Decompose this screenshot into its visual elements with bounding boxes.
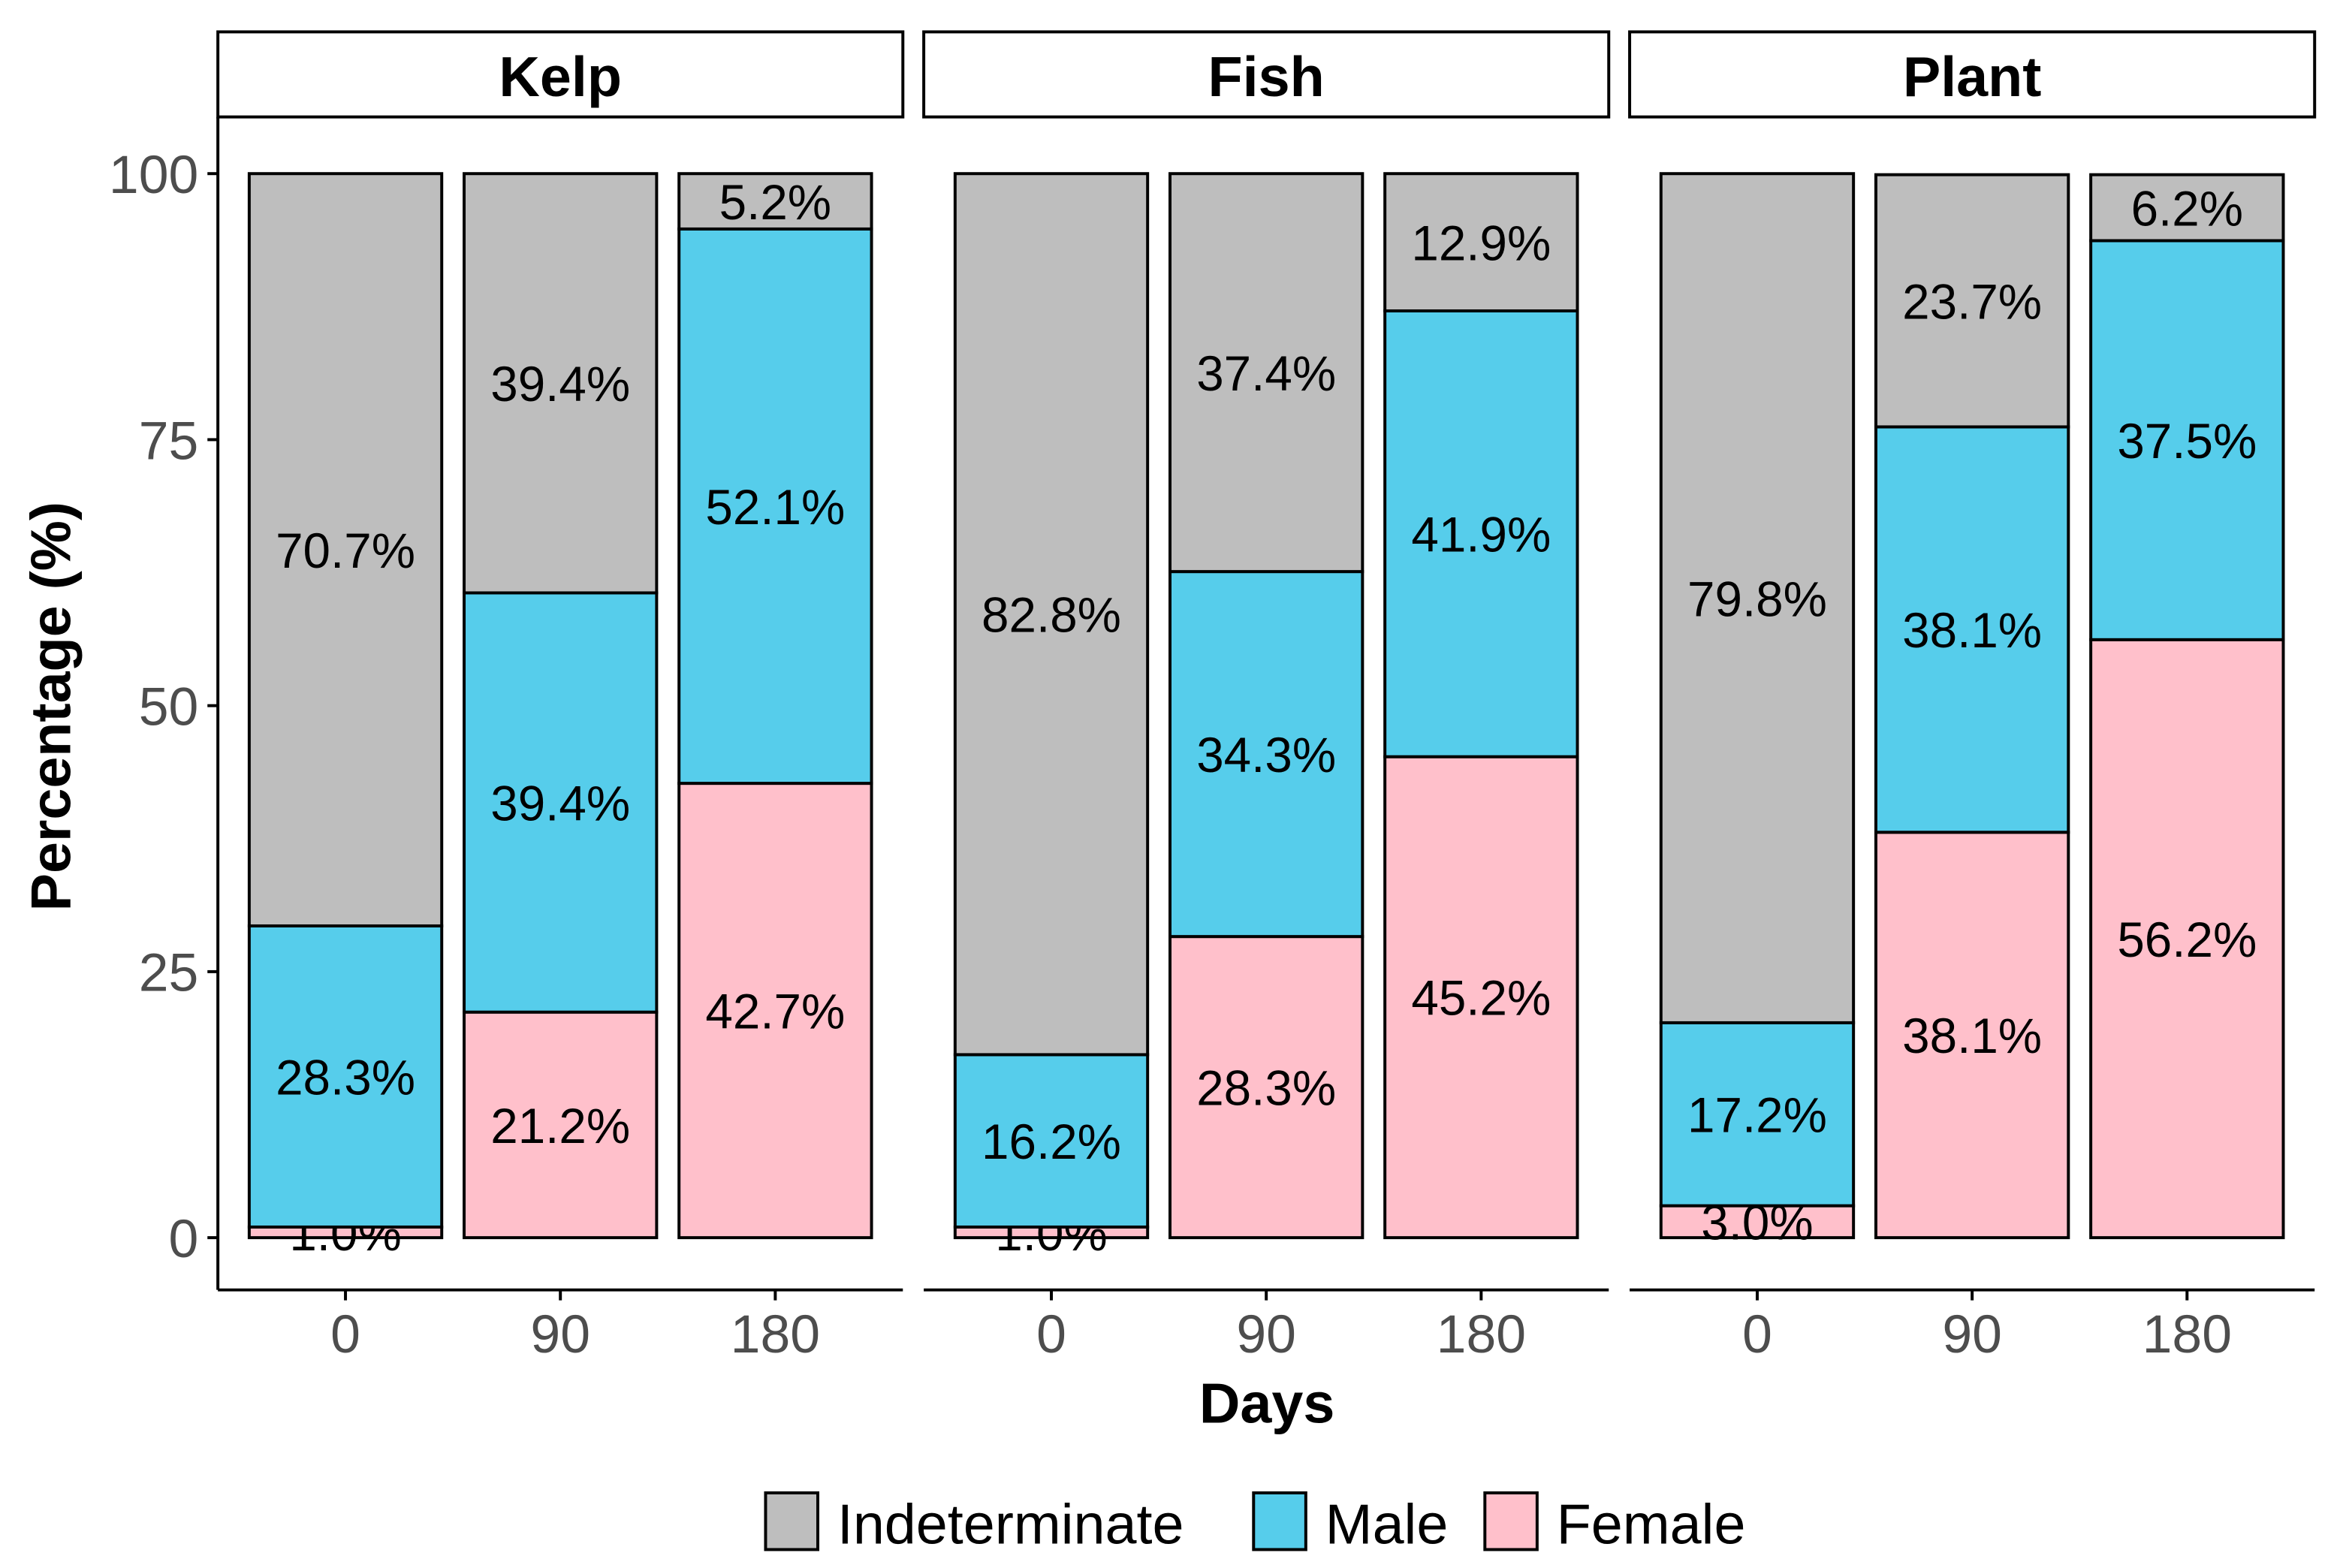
bar-segment-male <box>677 227 873 786</box>
bar-segment-female <box>2089 638 2285 1240</box>
data-label: 37.5% <box>2117 414 2257 469</box>
bar-segment-indeterminate <box>1168 172 1364 574</box>
facet-panel-kelp: Kelp1.0%28.3%70.7%021.2%39.4%39.4%9042.7… <box>216 30 905 1364</box>
bar-segment-male <box>463 591 659 1014</box>
legend: Indeterminate Male Female <box>764 1491 1746 1557</box>
data-label: 21.2% <box>490 1099 630 1153</box>
data-label: 41.9% <box>1411 508 1551 562</box>
bar-segment-female <box>1874 831 2070 1240</box>
data-label: 28.3% <box>1196 1060 1336 1115</box>
x-tick-label: 0 <box>1742 1304 1772 1364</box>
y-tick-label: 25 <box>139 943 199 1003</box>
facet-panel-fish: Fish1.0%16.2%82.8%028.3%34.3%37.4%9045.2… <box>922 30 1611 1364</box>
legend-item-indeterminate: Indeterminate <box>764 1491 1184 1557</box>
x-tick-label: 0 <box>1036 1304 1066 1364</box>
data-label: 38.1% <box>1902 603 2042 658</box>
data-label: 79.8% <box>1687 571 1827 626</box>
data-label: 34.3% <box>1196 728 1336 782</box>
facet-strip <box>1628 30 2317 119</box>
y-tick-label: 0 <box>169 1209 199 1269</box>
x-axis-title: Days <box>1199 1373 1335 1436</box>
legend-label: Male <box>1325 1494 1449 1557</box>
bar-segment-male <box>1874 425 2070 834</box>
bar-segment-male <box>1168 570 1364 939</box>
bar-segment-indeterminate <box>953 172 1150 1057</box>
y-tick-label: 50 <box>139 677 199 737</box>
y-tick-label: 100 <box>109 145 198 205</box>
bar-segment-indeterminate <box>1659 172 1856 1024</box>
facet-strip-label: Fish <box>1208 46 1325 109</box>
bar-segment-indeterminate <box>463 172 659 595</box>
data-label: 28.3% <box>276 1050 415 1105</box>
bar-segment-male <box>1659 1021 1856 1208</box>
data-label: 23.7% <box>1902 274 2042 329</box>
x-tick-label: 90 <box>530 1304 590 1364</box>
bar-segment-indeterminate <box>1874 173 2070 429</box>
bar-segment-male <box>1383 309 1579 758</box>
x-tick-label: 180 <box>2142 1304 2232 1364</box>
data-label: 5.2% <box>719 175 831 230</box>
bar-segment-indeterminate <box>1383 172 1579 312</box>
bar-segment-indeterminate <box>2089 173 2285 243</box>
bar-segment-female <box>1168 935 1364 1240</box>
y-tick-label: 75 <box>139 411 199 471</box>
data-label: 6.2% <box>2131 181 2243 236</box>
facet-strip-label: Kelp <box>499 46 622 109</box>
data-label: 38.1% <box>1902 1009 2042 1063</box>
facet-panel-plant: Plant3.0%17.2%79.8%038.1%38.1%23.7%9056.… <box>1628 30 2317 1364</box>
legend-item-male: Male <box>1252 1491 1449 1557</box>
bar-segment-female <box>463 1010 659 1240</box>
legend-label: Indeterminate <box>837 1494 1184 1557</box>
data-label: 56.2% <box>2117 912 2257 967</box>
bar-segment-female <box>1383 755 1579 1240</box>
legend-swatch <box>764 1491 819 1551</box>
x-tick-label: 90 <box>1942 1304 2002 1364</box>
legend-item-female: Female <box>1483 1491 1746 1557</box>
facet-strip-label: Plant <box>1903 46 2042 109</box>
x-tick-label: 90 <box>1236 1304 1296 1364</box>
bar-segment-male <box>247 924 444 1229</box>
data-label: 39.4% <box>490 776 630 831</box>
legend-label: Female <box>1557 1494 1746 1557</box>
data-label: 37.4% <box>1196 346 1336 401</box>
bar-segment-indeterminate <box>677 172 873 231</box>
legend-swatch <box>1252 1491 1307 1551</box>
x-tick-label: 180 <box>1437 1304 1526 1364</box>
data-label: 52.1% <box>705 480 845 535</box>
legend-swatch <box>1483 1491 1539 1551</box>
data-label: 42.7% <box>705 984 845 1039</box>
data-label: 82.8% <box>982 588 1121 643</box>
data-label: 70.7% <box>276 523 415 578</box>
x-tick-label: 0 <box>330 1304 360 1364</box>
bar-segment-female <box>1659 1204 1856 1240</box>
y-axis-title: Percentage (%) <box>20 502 83 911</box>
data-label: 45.2% <box>1411 971 1551 1026</box>
data-label: 12.9% <box>1411 216 1551 270</box>
bar-segment-indeterminate <box>247 172 444 927</box>
data-label: 16.2% <box>982 1114 1121 1169</box>
bar-segment-male <box>2089 239 2285 641</box>
facet-strip <box>216 30 905 119</box>
x-tick-label: 180 <box>731 1304 820 1364</box>
data-label: 39.4% <box>490 357 630 412</box>
y-axis: 0 25 50 75 100 <box>109 116 220 1290</box>
data-label: 17.2% <box>1687 1088 1827 1143</box>
facet-strip <box>922 30 1611 119</box>
